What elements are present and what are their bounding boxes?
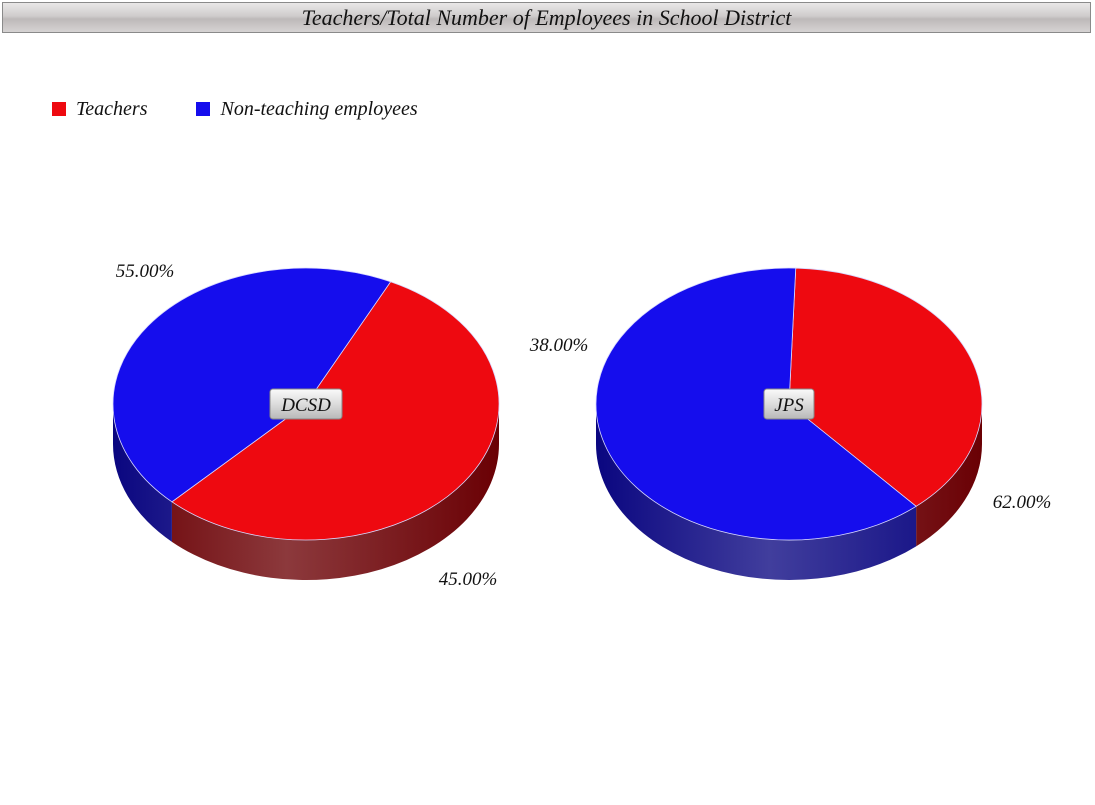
pie-name-badge-dcsd	[269, 388, 343, 420]
chart-title-bar: Teachers/Total Number of Employees in Sc…	[2, 2, 1091, 33]
data-label-jps-1: 62.00%	[993, 492, 1052, 513]
legend-label-teachers: Teachers	[76, 97, 148, 120]
pie-slice-dcsd-non-teaching	[112, 267, 392, 503]
chart-title: Teachers/Total Number of Employees in Sc…	[301, 4, 792, 30]
legend: Teachers Non-teaching employees	[52, 97, 467, 121]
pie-name-jps: JPS	[774, 395, 804, 416]
pie-jps: 38.00% 62.00% JPS	[529, 267, 1052, 581]
legend-item-non-teaching: Non-teaching employees	[196, 97, 418, 121]
pie-side-dcsd-0	[171, 404, 499, 580]
legend-swatch-teachers	[52, 102, 66, 116]
legend-item-teachers: Teachers	[52, 98, 147, 121]
pie-name-badge-jps	[763, 388, 815, 420]
pie-name-dcsd: DCSD	[280, 395, 331, 416]
data-label-jps-0: 38.00%	[529, 335, 589, 356]
pie-slice-jps-teachers	[788, 267, 983, 507]
pie-side-dcsd-1	[113, 404, 172, 542]
legend-swatch-non-teaching	[196, 102, 211, 116]
data-label-dcsd-0: 55.00%	[116, 261, 175, 282]
pie-slice-jps-non-teaching	[595, 267, 917, 541]
pie-dcsd: 55.00% 45.00% DCSD	[112, 261, 500, 590]
data-label-dcsd-1: 45.00%	[439, 569, 498, 590]
pie-side-jps-0	[916, 404, 982, 547]
legend-label-non-teaching: Non-teaching employees	[220, 97, 418, 120]
